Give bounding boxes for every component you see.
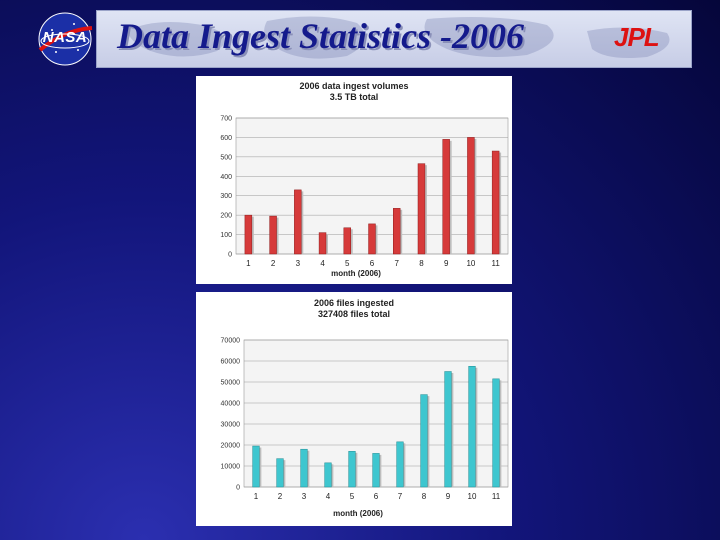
grid-lines: [243, 339, 509, 488]
y-tick-label: 500: [220, 154, 232, 161]
x-tick-label: 6: [370, 259, 375, 268]
x-tick-label: 1: [254, 492, 259, 501]
bar: [252, 445, 260, 488]
x-tick-label: 4: [320, 259, 325, 268]
y-tick-labels: 0 100 200 300 400 500 600 700: [220, 116, 232, 259]
x-tick-label: 8: [419, 259, 424, 268]
y-tick-label: 400: [220, 174, 232, 181]
bar: [324, 462, 332, 488]
chart-title: 2006 data ingest volumes: [299, 81, 408, 91]
world-map-watermark: [127, 16, 670, 59]
bar: [318, 232, 327, 255]
x-tick-label: 2: [271, 259, 276, 268]
y-tick-label: 30000: [221, 422, 241, 429]
chart-files-ingested: 2006 files ingested 327408 files total 0…: [196, 292, 512, 526]
bar: [396, 441, 404, 488]
x-tick-label: 5: [350, 492, 355, 501]
bars: [244, 137, 502, 255]
bar: [420, 394, 428, 488]
y-tick-label: 300: [220, 193, 232, 200]
y-tick-labels: 0 10000 20000 30000 40000 50000 60000 70000: [221, 338, 241, 492]
x-axis-label: month (2006): [333, 509, 383, 518]
jpl-logo: JPL: [614, 22, 660, 52]
x-tick-label: 7: [395, 259, 400, 268]
y-tick-label: 0: [228, 252, 232, 259]
bar: [468, 366, 476, 488]
bar: [444, 371, 452, 488]
chart-ingest-volumes-svg: 2006 data ingest volumes 3.5 TB total 0 1…: [220, 81, 509, 278]
bar: [372, 453, 380, 488]
y-tick-label: 200: [220, 213, 232, 220]
x-tick-label: 2: [278, 492, 283, 501]
page-title: Data Ingest Statistics -2006: [117, 16, 525, 56]
chart-subtitle: 3.5 TB total: [330, 92, 379, 102]
bar: [348, 451, 356, 488]
y-tick-label: 20000: [221, 443, 241, 450]
bar: [269, 215, 277, 255]
x-tick-label: 10: [468, 492, 477, 501]
y-tick-label: 100: [220, 232, 232, 239]
nasa-logo-text: NASA: [42, 29, 88, 46]
x-tick-label: 11: [491, 259, 500, 268]
x-tick-label: 5: [345, 259, 350, 268]
bar: [343, 227, 351, 255]
y-tick-label: 700: [220, 116, 232, 123]
bars: [252, 366, 502, 488]
chart-files-ingested-svg: 2006 files ingested 327408 files total 0…: [221, 298, 509, 518]
x-tick-label: 10: [466, 259, 475, 268]
bar: [393, 208, 401, 255]
bar: [300, 448, 308, 488]
x-tick-label: 4: [326, 492, 331, 501]
bar: [368, 223, 376, 255]
y-tick-label: 50000: [221, 380, 241, 387]
bar: [492, 378, 500, 488]
bar: [417, 163, 426, 255]
bar: [294, 189, 302, 255]
x-tick-labels: 1 2 3 4 5 6 7 8 9 10 11: [246, 259, 500, 268]
x-tick-label: 9: [446, 492, 451, 501]
bar: [276, 458, 284, 488]
x-tick-label: 3: [296, 259, 301, 268]
chart-subtitle: 327408 files total: [318, 309, 390, 319]
y-tick-label: 70000: [221, 338, 241, 345]
x-tick-label: 7: [398, 492, 403, 501]
y-tick-label: 40000: [221, 401, 241, 408]
y-tick-label: 60000: [221, 359, 241, 366]
x-tick-labels: 1 2 3 4 5 6 7 8 9 10 11: [254, 492, 501, 501]
bar: [442, 139, 450, 255]
nasa-logo: NASA: [34, 10, 96, 68]
x-tick-label: 11: [492, 492, 501, 501]
bar: [491, 150, 500, 255]
chart-title: 2006 files ingested: [314, 298, 394, 308]
y-tick-label: 600: [220, 135, 232, 142]
slide-header: NASA Data Ingest Statistics -2006 JPL: [0, 0, 720, 72]
title-band: Data Ingest Statistics -2006: [96, 10, 692, 68]
x-axis-label: month (2006): [331, 269, 381, 278]
bar: [467, 137, 475, 255]
x-tick-label: 1: [246, 259, 251, 268]
bar: [244, 214, 253, 255]
y-tick-label: 0: [236, 485, 240, 492]
y-tick-label: 10000: [221, 464, 241, 471]
x-tick-label: 6: [374, 492, 379, 501]
x-tick-label: 9: [444, 259, 449, 268]
x-tick-label: 8: [422, 492, 427, 501]
plot-area: [243, 339, 509, 488]
x-tick-label: 3: [302, 492, 307, 501]
chart-ingest-volumes: 2006 data ingest volumes 3.5 TB total 0 1…: [196, 76, 512, 284]
